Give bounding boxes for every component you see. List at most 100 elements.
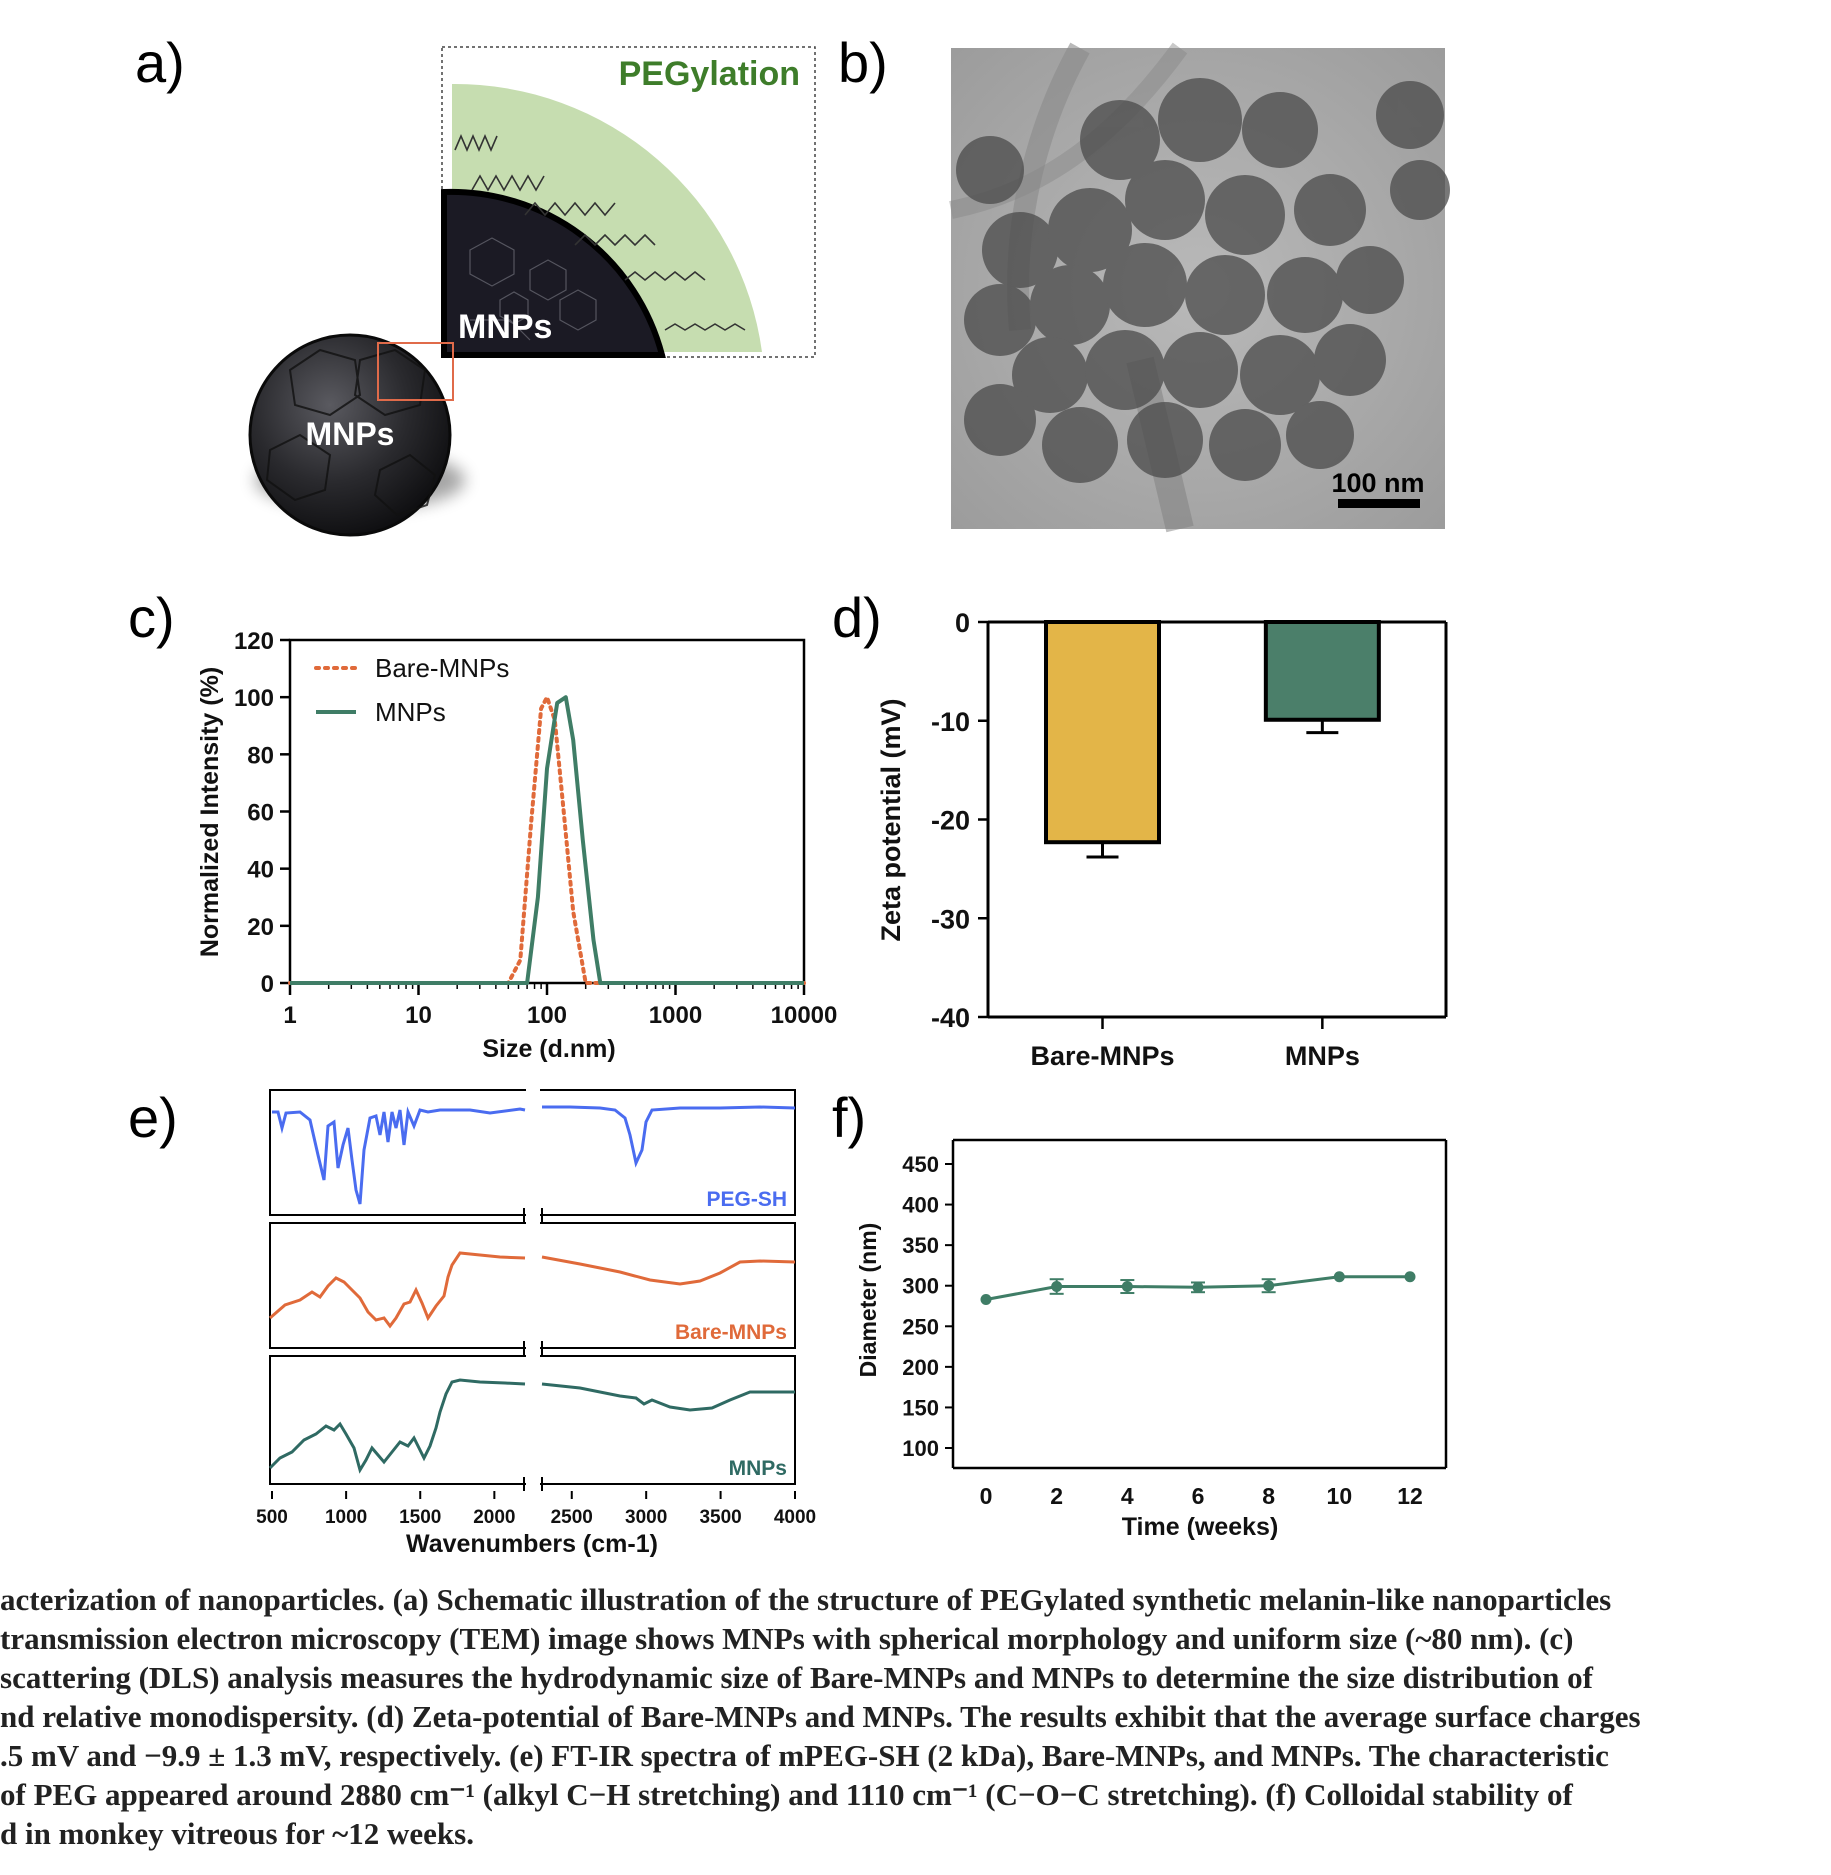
chart-f-point xyxy=(1192,1281,1204,1293)
panel-label-b: b) xyxy=(838,31,888,94)
caption-line: d in monkey vitreous for ~12 weeks. xyxy=(0,1816,474,1851)
chart-f-ytick-label: 100 xyxy=(902,1436,939,1461)
chart-f-ytick-label: 350 xyxy=(902,1233,939,1258)
chart-d-bar-mnps xyxy=(1263,620,1381,722)
chart-f-ylabel: Diameter (nm) xyxy=(855,1223,881,1378)
legend-label-mnps: MNPs xyxy=(375,697,446,727)
chart-e-xtick-label: 2000 xyxy=(473,1507,515,1528)
chart-f-xtick-label: 12 xyxy=(1397,1483,1423,1509)
caption-line: scattering (DLS) analysis measures the h… xyxy=(0,1660,1593,1695)
chart-f-xtick-label: 10 xyxy=(1327,1483,1353,1509)
chart-d-bar-bare-mnps xyxy=(1044,620,1161,845)
chart-c-ylabel: Normalized Intensity (%) xyxy=(196,667,224,957)
schematic-panel: PEGylation MNPs MNPs xyxy=(248,46,816,537)
chart-c-xlabel: Size (d.nm) xyxy=(482,1035,615,1063)
chart-c-ytick-label: 100 xyxy=(234,685,274,712)
zoom-box xyxy=(377,342,454,401)
ftir-label-peg: PEG-SH xyxy=(706,1188,787,1211)
chart-d-ytick-label: -10 xyxy=(931,707,970,737)
chart-c-ytick-label: 40 xyxy=(247,857,274,884)
panel-label-a: a) xyxy=(135,31,185,94)
chart-f-point xyxy=(980,1294,992,1306)
inset-frame xyxy=(441,46,816,358)
mnp-core-inset xyxy=(441,188,666,358)
ftir-label-mnps: MNPs xyxy=(729,1457,787,1480)
caption-line: transmission electron microscopy (TEM) i… xyxy=(0,1621,1574,1656)
chart-d-ylabel: Zeta potential (mV) xyxy=(876,698,906,941)
chart-c-frame xyxy=(288,638,806,985)
chart-e-xtick-label: 2500 xyxy=(551,1507,593,1528)
chart-f-ytick-label: 150 xyxy=(902,1395,939,1420)
chart-e-xtick-label: 1000 xyxy=(325,1507,367,1528)
chart-f-xtick-label: 0 xyxy=(980,1483,993,1509)
axis-break-gap xyxy=(526,1085,540,1495)
chart-f-point xyxy=(1121,1281,1133,1293)
panel-label-c: c) xyxy=(128,586,175,649)
tem-particles xyxy=(956,78,1450,483)
chart-d-ytick-label: 0 xyxy=(955,608,970,638)
chart-c-ytick-label: 20 xyxy=(247,914,274,941)
chart-d-ytick-label: -30 xyxy=(931,904,970,934)
panel-label-f: f) xyxy=(832,1086,867,1149)
chart-f-xtick-label: 6 xyxy=(1192,1483,1205,1509)
chart-e-xtick-label: 500 xyxy=(256,1507,288,1528)
chart-d-category-label: MNPs xyxy=(1285,1041,1360,1071)
caption-line: acterization of nanoparticles. (a) Schem… xyxy=(0,1582,1612,1617)
chart-f-point xyxy=(1404,1271,1416,1283)
chart-e-xtick-label: 3500 xyxy=(699,1507,741,1528)
chart-e: PEG-SH Bare-MNPs MNPs 500 1000 1500 2000 250… xyxy=(256,1085,816,1558)
chart-c-ytick-label: 80 xyxy=(247,742,274,769)
mnp-sphere xyxy=(248,333,452,537)
chart-f: 100 150 200 250 300 350 400 450 0 2 4 6 8 10 12 Diame… xyxy=(855,1138,1448,1541)
caption-line: .5 mV and −9.9 ± 1.3 mV, respectively. (… xyxy=(0,1738,1609,1773)
chart-c-xtick-label: 10 xyxy=(405,1002,432,1029)
ftir-spectrum-bare-right xyxy=(541,1255,796,1286)
chart-f-ytick-label: 300 xyxy=(902,1274,939,1299)
chart-f-ytick-label: 450 xyxy=(902,1152,939,1177)
panel-label-d: d) xyxy=(832,586,882,649)
chart-f-point xyxy=(1263,1280,1275,1292)
scale-bar xyxy=(1338,499,1420,508)
chart-f-ytick-label: 250 xyxy=(902,1314,939,1339)
chart-f-xtick-label: 8 xyxy=(1262,1483,1275,1509)
chart-c-xtick-label: 1000 xyxy=(649,1002,702,1029)
chart-c-xtick-label: 1 xyxy=(283,1002,296,1029)
chart-d-ytick-label: -40 xyxy=(931,1003,970,1033)
chart-f-xtick-label: 2 xyxy=(1050,1483,1063,1509)
caption-line: of PEG appeared around 2880 cm⁻¹ (alkyl … xyxy=(0,1777,1573,1812)
chart-e-xtick-label: 4000 xyxy=(774,1507,816,1528)
legend-label-bare: Bare-MNPs xyxy=(375,653,509,683)
panel-label-e: e) xyxy=(128,1086,178,1149)
chart-f-ytick-label: 400 xyxy=(902,1193,939,1218)
scale-bar-label: 100 nm xyxy=(1331,468,1424,498)
chart-c-series-mnps xyxy=(290,695,804,985)
mnps-sphere-label: MNPs xyxy=(306,416,395,452)
chart-f-ytick-label: 200 xyxy=(902,1355,939,1380)
chart-c-xtick-label: 100 xyxy=(527,1002,567,1029)
tem-image-panel: 100 nm xyxy=(949,42,1450,533)
chart-e-xtick-label: 3000 xyxy=(625,1507,667,1528)
ftir-spectrum-bare-left xyxy=(269,1251,526,1329)
chart-c-xtick-label: 10000 xyxy=(771,1002,838,1029)
figure-caption: acterization of nanoparticles. (a) Schem… xyxy=(0,1580,1831,1853)
chart-e-xtick-label: 1500 xyxy=(399,1507,441,1528)
ftir-spectrum-peg-right xyxy=(542,1105,796,1168)
caption-line: nd relative monodispersity. (d) Zeta-pot… xyxy=(0,1699,1641,1734)
sphere-facets xyxy=(265,348,437,517)
chart-e-xlabel: Wavenumbers (cm-1) xyxy=(406,1530,658,1558)
chart-c-ytick-label: 0 xyxy=(261,971,274,998)
chart-d-ytick-label: -20 xyxy=(931,806,970,836)
chart-f-point xyxy=(1333,1271,1345,1283)
ftir-spectrum-peg-left xyxy=(272,1106,526,1205)
chart-f-point xyxy=(1051,1281,1063,1293)
pegylation-label: PEGylation xyxy=(619,55,800,93)
chart-d-category-label: Bare-MNPs xyxy=(1030,1041,1174,1071)
chart-c-series-bare-mnps xyxy=(288,695,806,985)
chart-c-legend: Bare-MNPs MNPs xyxy=(314,653,509,727)
figure-canvas: PEGylation MNPs MNPs 100 nm xyxy=(196,42,1450,1558)
chart-d: 0 -10 -20 -30 -40 Bare-MNPs MNPs Zeta potenti… xyxy=(876,608,1448,1071)
axis-break-marks xyxy=(523,1208,543,1491)
ftir-spectrum-mnps-right xyxy=(541,1382,795,1412)
chart-f-xlabel: Time (weeks) xyxy=(1122,1513,1279,1541)
